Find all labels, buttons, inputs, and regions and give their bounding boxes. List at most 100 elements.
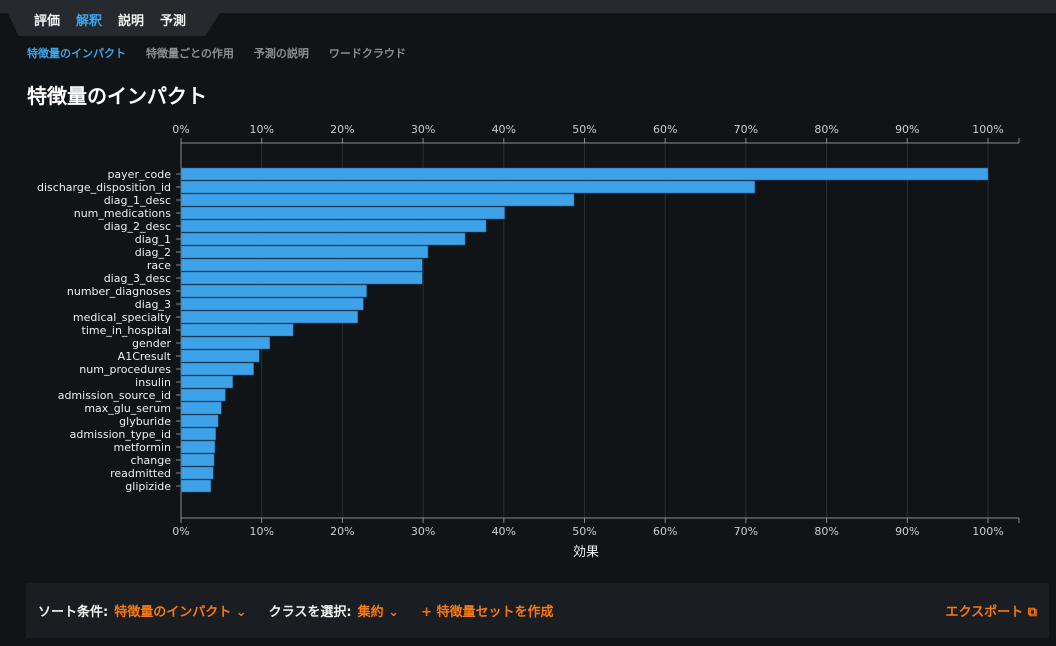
sort-dropdown[interactable]: 特徴量のインパクト ⌄	[114, 601, 246, 620]
bar-num_procedures	[180, 362, 254, 376]
bar-insulin	[180, 375, 233, 389]
category-label: time_in_hospital	[82, 324, 171, 337]
top-tick-label: 100%	[972, 123, 1003, 136]
top-tick-label: 10%	[249, 123, 273, 136]
bar-number_diagnoses	[180, 284, 367, 298]
bottom-tick-label: 60%	[653, 525, 677, 538]
top-tick-label: 90%	[895, 123, 919, 136]
category-label: admission_type_id	[70, 428, 171, 441]
export-label: エクスポート	[945, 605, 1024, 620]
category-label: race	[147, 259, 171, 272]
category-label: discharge_disposition_id	[37, 181, 171, 194]
top-tick-label: 40%	[492, 123, 516, 136]
category-label: diag_3_desc	[104, 272, 171, 285]
bar-glyburide	[180, 414, 219, 428]
sub-tabs: 特徴量のインパクト 特徴量ごとの作用 予測の説明 ワードクラウド	[27, 45, 406, 61]
category-label: number_diagnoses	[67, 285, 171, 298]
bar-discharge_disposition_id	[180, 180, 756, 194]
top-tick-label: 80%	[814, 123, 838, 136]
bar-payer_code	[180, 167, 989, 181]
bar-medical_specialty	[180, 310, 358, 324]
category-label: diag_1	[135, 233, 171, 246]
page-title: 特徴量のインパクト	[27, 84, 207, 108]
category-label: payer_code	[107, 168, 171, 181]
bar-A1Cresult	[180, 349, 260, 363]
bottom-tick-label: 0%	[172, 525, 189, 538]
category-label: gender	[132, 337, 171, 350]
x-axis-label: 効果	[573, 545, 599, 560]
main-tabs: 評価 解釈 説明 予測	[8, 13, 220, 36]
bar-diag_3_desc	[180, 271, 423, 285]
category-label: glyburide	[119, 415, 171, 428]
subtab-feature-impact[interactable]: 特徴量のインパクト	[27, 47, 126, 60]
bar-time_in_hospital	[180, 323, 294, 337]
category-label: glipizide	[125, 480, 171, 493]
top-bar	[0, 0, 1056, 13]
bar-diag_2	[180, 245, 429, 259]
category-label: admission_source_id	[58, 389, 171, 402]
tab-evaluate[interactable]: 評価	[34, 14, 61, 29]
class-dropdown[interactable]: 集約 ⌄	[358, 601, 399, 620]
top-tick-label: 30%	[411, 123, 435, 136]
subtab-feature-effects[interactable]: 特徴量ごとの作用	[146, 47, 234, 60]
bar-admission_source_id	[180, 388, 226, 402]
top-tick-label: 60%	[653, 123, 677, 136]
bar-diag_1_desc	[180, 193, 575, 207]
category-label: num_procedures	[79, 363, 171, 376]
category-label: num_medications	[74, 207, 172, 220]
tab-predict[interactable]: 予測	[160, 14, 187, 29]
subtab-prediction-explanations[interactable]: 予測の説明	[253, 47, 309, 60]
bar-race	[180, 258, 423, 272]
sort-label: ソート条件:	[38, 605, 109, 620]
top-tick-label: 0%	[172, 123, 189, 136]
bar-max_glu_serum	[180, 401, 222, 415]
category-label: readmitted	[110, 467, 171, 480]
category-label: metformin	[114, 441, 171, 454]
category-label: change	[131, 454, 172, 467]
bottom-tick-label: 10%	[249, 525, 273, 538]
chevron-down-icon: ⌄	[388, 605, 400, 620]
bottom-tick-label: 90%	[895, 525, 919, 538]
feature-impact-chart: 0% 0% 10% 10% 20% 20% 30% 30% 40% 40% 50% 50% 60% 60%…	[37, 123, 1020, 560]
bar-gender	[180, 336, 271, 350]
bar-metformin	[180, 440, 216, 454]
bar-diag_2_desc	[180, 219, 487, 233]
bar-diag_1	[180, 232, 466, 246]
bottom-tick-label: 50%	[572, 525, 596, 538]
bottom-tick-label: 100%	[972, 525, 1003, 538]
category-label: diag_1_desc	[104, 194, 171, 207]
tab-describe[interactable]: 説明	[118, 14, 145, 29]
plus-icon: +	[421, 605, 432, 620]
top-tick-label: 20%	[330, 123, 354, 136]
top-tick-label: 70%	[734, 123, 758, 136]
category-label: insulin	[135, 376, 171, 389]
category-label: diag_2_desc	[104, 220, 171, 233]
bar-readmitted	[180, 466, 214, 480]
category-label: diag_3	[135, 298, 171, 311]
bottom-tick-label: 20%	[330, 525, 354, 538]
bar-num_medications	[180, 206, 505, 220]
subtab-word-cloud[interactable]: ワードクラウド	[328, 47, 406, 60]
chevron-down-icon: ⌄	[235, 605, 247, 620]
top-tick-label: 50%	[572, 123, 596, 136]
tab-interpret[interactable]: 解釈	[76, 14, 103, 29]
category-label: A1Cresult	[118, 350, 172, 363]
create-feature-set-label: 特徴量セットを作成	[436, 605, 554, 620]
bottom-tick-label: 80%	[814, 525, 838, 538]
bottom-tick-label: 40%	[492, 525, 516, 538]
bottom-tick-label: 30%	[411, 525, 435, 538]
bar-glipizide	[180, 479, 212, 493]
category-label: max_glu_serum	[84, 402, 171, 415]
class-value: 集約	[357, 605, 384, 620]
bar-diag_3	[180, 297, 364, 311]
footer-toolbar: ソート条件: 特徴量のインパクト ⌄ クラスを選択: 集約 ⌄ + 特徴量セット…	[26, 583, 1049, 638]
class-label: クラスを選択:	[268, 605, 352, 620]
category-label: medical_specialty	[73, 311, 172, 324]
category-label: diag_2	[135, 246, 171, 259]
create-feature-set-button[interactable]: + 特徴量セットを作成	[421, 601, 553, 620]
sort-value: 特徴量のインパクト	[114, 605, 232, 620]
bar-admission_type_id	[180, 427, 216, 441]
bottom-tick-label: 70%	[734, 525, 758, 538]
external-link-icon: ⧉	[1027, 605, 1037, 620]
export-button[interactable]: エクスポート ⧉	[946, 601, 1037, 620]
